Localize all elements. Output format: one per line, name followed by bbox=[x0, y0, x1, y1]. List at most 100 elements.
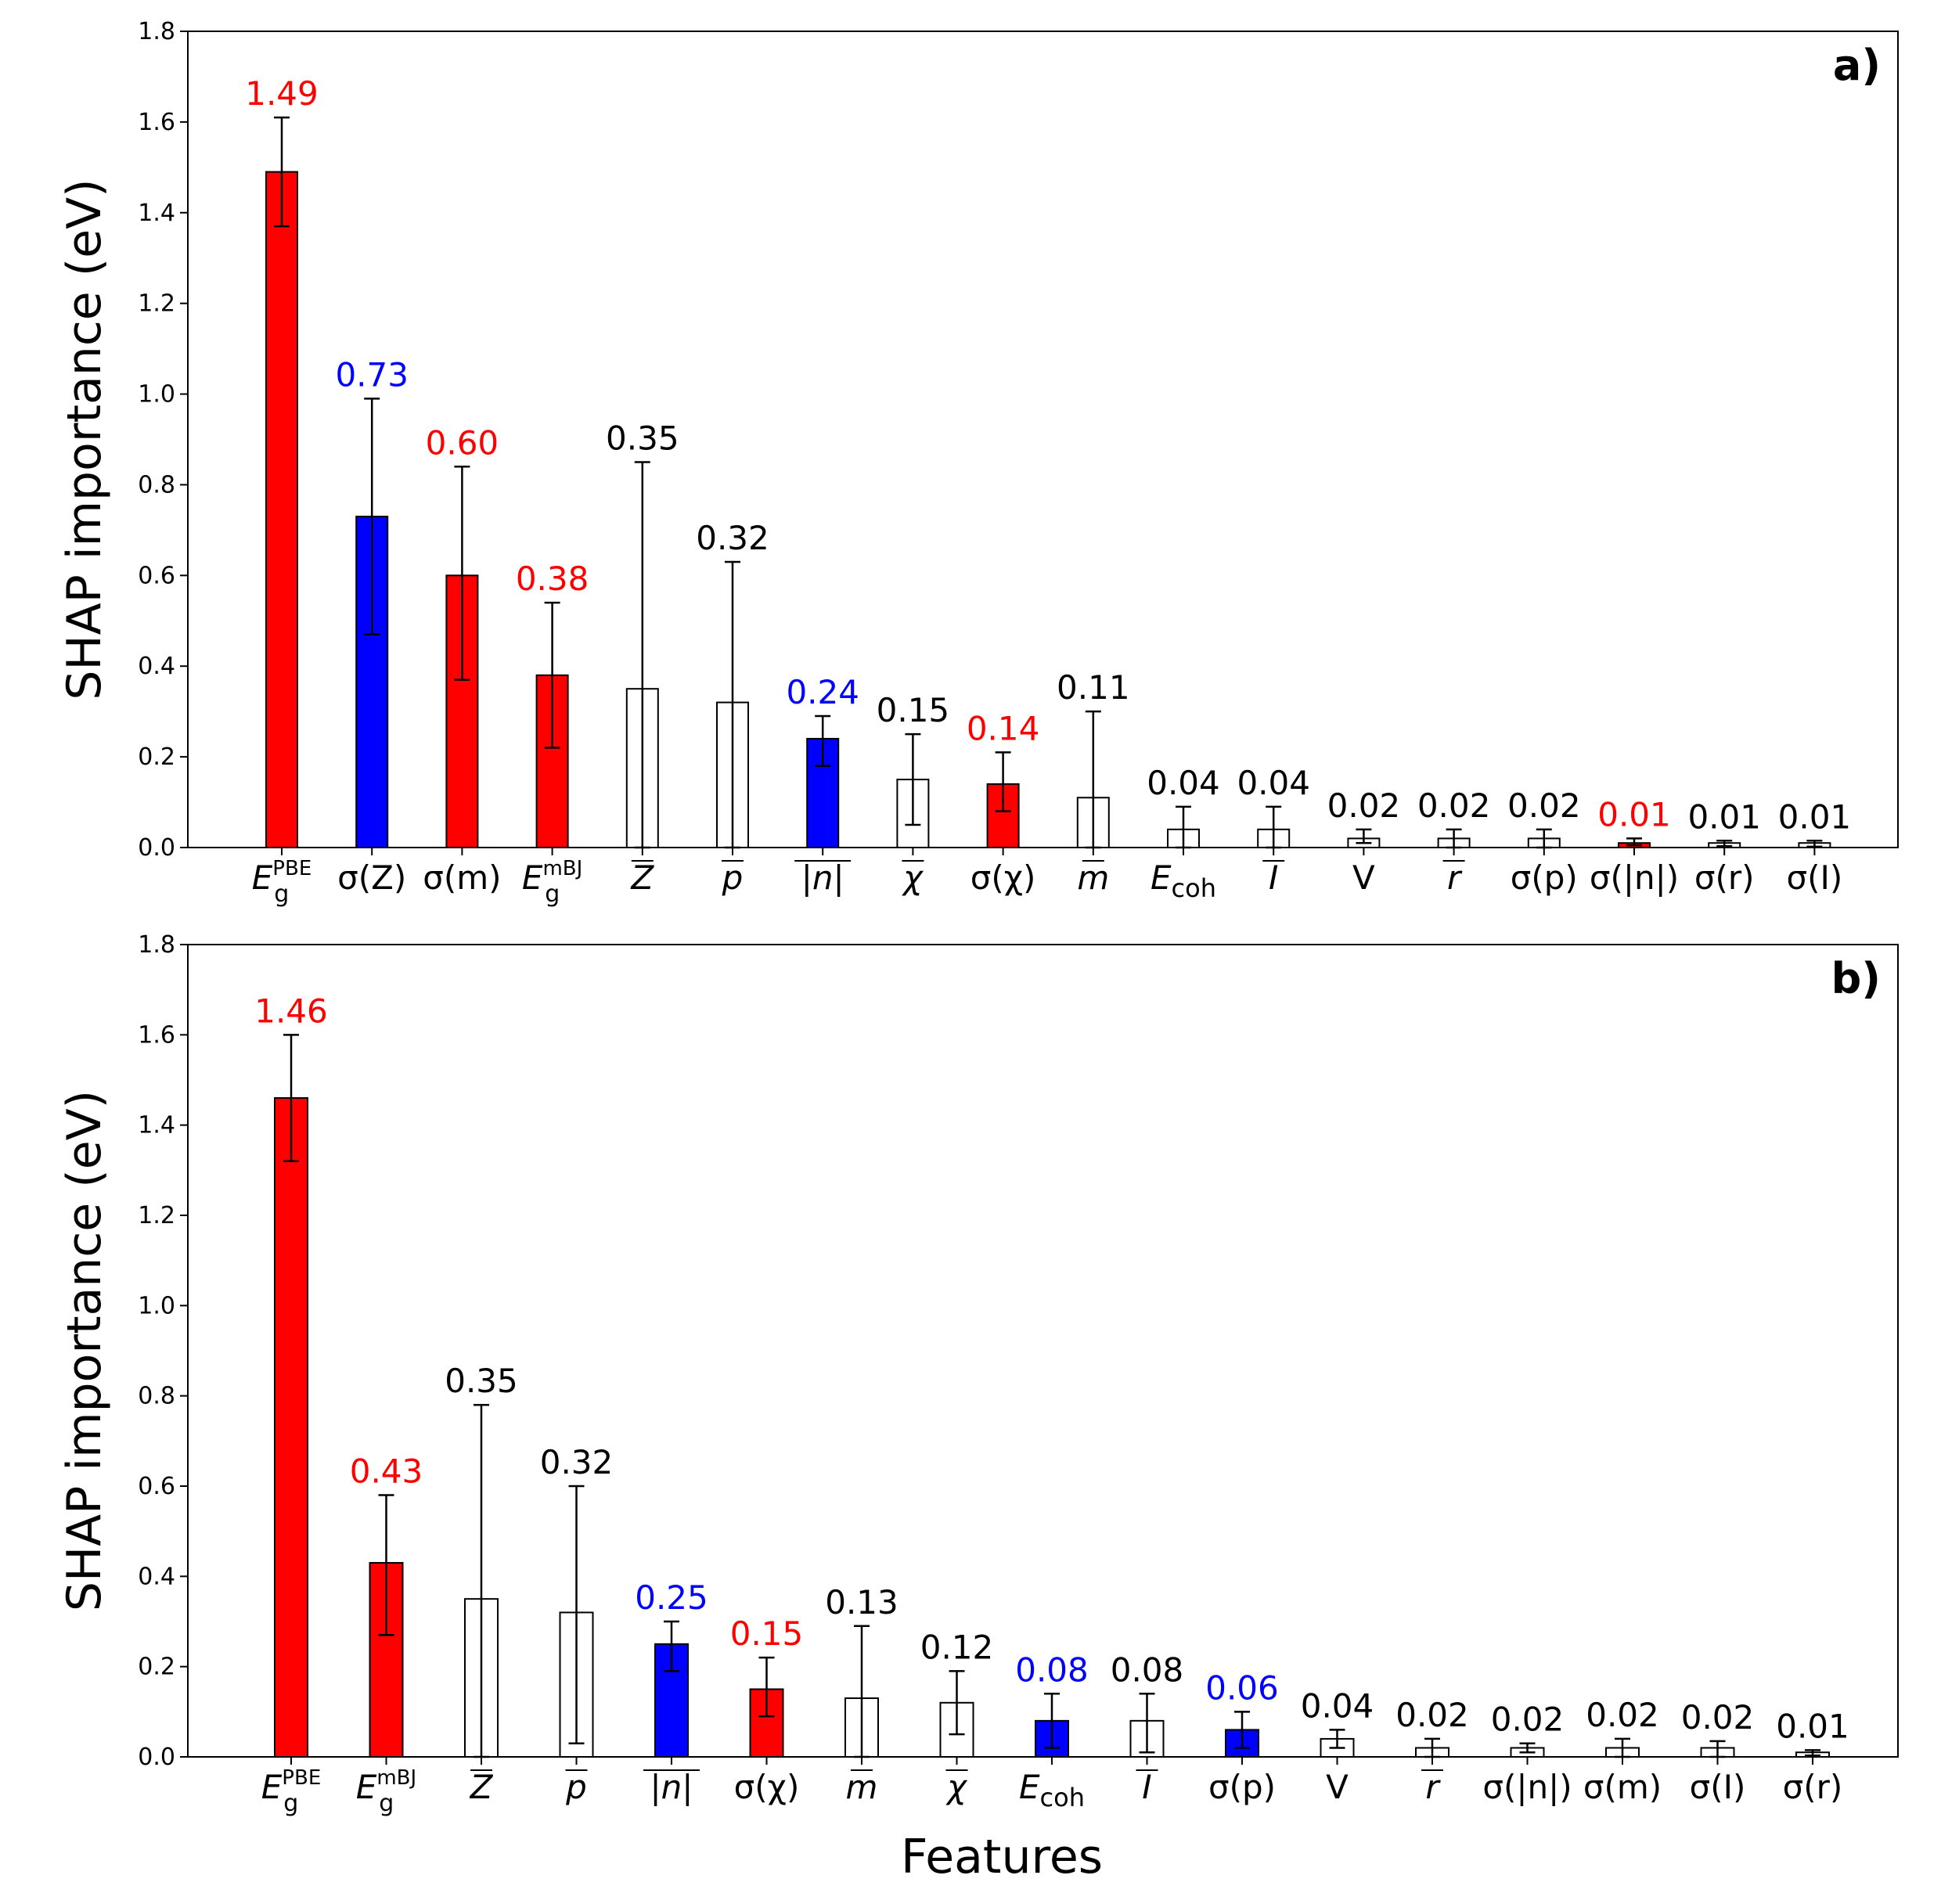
category-label: σ(m) bbox=[1583, 1768, 1662, 1806]
value-label: 0.35 bbox=[445, 1362, 518, 1400]
value-label: 0.32 bbox=[696, 519, 769, 557]
value-label: 0.32 bbox=[540, 1443, 614, 1481]
y-tick-label: 0.0 bbox=[138, 1744, 175, 1771]
value-label: 0.06 bbox=[1205, 1668, 1279, 1707]
value-label: 0.02 bbox=[1586, 1696, 1659, 1734]
value-label: 0.11 bbox=[1057, 668, 1130, 707]
value-label: 0.15 bbox=[877, 691, 950, 729]
value-label: 0.02 bbox=[1395, 1696, 1469, 1734]
value-label: 0.01 bbox=[1778, 797, 1852, 836]
value-label: 0.12 bbox=[920, 1628, 994, 1666]
value-label: 1.49 bbox=[245, 74, 319, 113]
category-label: p bbox=[565, 1768, 587, 1806]
y-tick-label: 1.8 bbox=[138, 931, 175, 959]
category-label: r bbox=[1447, 858, 1463, 897]
y-tick-label: 0.2 bbox=[138, 1654, 175, 1681]
value-label: 0.02 bbox=[1417, 786, 1491, 825]
y-tick-label: 1.0 bbox=[138, 1292, 175, 1319]
value-label: 0.02 bbox=[1491, 1701, 1565, 1739]
category-label: σ(p) bbox=[1208, 1768, 1276, 1806]
category-label: EPBE g bbox=[261, 1766, 322, 1817]
category-label: σ(r) bbox=[1694, 858, 1755, 897]
value-label: 0.04 bbox=[1147, 764, 1220, 802]
value-label: 0.38 bbox=[516, 560, 589, 598]
category-label: r bbox=[1425, 1768, 1441, 1806]
category-label: Ecoh bbox=[1151, 858, 1216, 903]
y-tick-label: 0.6 bbox=[138, 562, 175, 589]
category-label: I bbox=[1142, 1768, 1151, 1806]
category-label: V bbox=[1326, 1768, 1349, 1806]
value-label: 0.15 bbox=[730, 1614, 804, 1653]
category-label: EmBJ g bbox=[356, 1766, 416, 1817]
panel-label: b) bbox=[1831, 954, 1881, 1003]
value-label: 0.24 bbox=[786, 673, 859, 711]
category-label: χ bbox=[945, 1768, 968, 1806]
y-tick-label: 1.4 bbox=[138, 200, 175, 227]
category-label: |n| bbox=[650, 1768, 693, 1806]
category-label: σ(Z) bbox=[337, 858, 406, 897]
panel-b-chart: 0.0 0.2 0.4 0.6 0.8 1.0 1.2 1.4 1.6 1.8 SHAP impor… bbox=[57, 931, 1899, 1817]
y-tick-label: 1.0 bbox=[138, 381, 175, 409]
x-axis-title: Features bbox=[901, 1830, 1103, 1884]
panel-label: a) bbox=[1833, 41, 1881, 90]
y-tick-label: 0.0 bbox=[138, 834, 175, 862]
category-label: σ(χ) bbox=[971, 858, 1036, 897]
y-tick-label: 0.8 bbox=[138, 471, 175, 498]
value-label: 0.14 bbox=[967, 709, 1040, 747]
y-tick-label: 0.8 bbox=[138, 1383, 175, 1410]
value-label: 0.25 bbox=[635, 1578, 708, 1617]
category-label: Z bbox=[630, 858, 654, 897]
category-label: Ecoh bbox=[1019, 1768, 1085, 1812]
value-label: 0.04 bbox=[1237, 764, 1310, 802]
category-label: σ(r) bbox=[1783, 1768, 1843, 1806]
category-label: σ(|n|) bbox=[1482, 1768, 1572, 1806]
value-label: 1.46 bbox=[254, 992, 328, 1030]
y-axis-title: SHAP importance (eV) bbox=[57, 1090, 112, 1611]
panel-a-chart: 0.0 0.2 0.4 0.6 0.8 1.0 1.2 1.4 1.6 1.8 SHAP impor… bbox=[57, 18, 1899, 908]
category-label: m bbox=[846, 1768, 878, 1806]
bar bbox=[265, 171, 298, 848]
category-label: m bbox=[1077, 858, 1109, 897]
y-axis-title: SHAP importance (eV) bbox=[57, 178, 112, 700]
y-tick-label: 0.6 bbox=[138, 1473, 175, 1500]
y-tick-label: 1.2 bbox=[138, 1202, 175, 1229]
value-label: 0.43 bbox=[350, 1452, 423, 1491]
y-tick-label: 1.6 bbox=[138, 1021, 175, 1049]
category-label: EPBE g bbox=[252, 857, 312, 908]
category-label: σ(I) bbox=[1690, 1768, 1746, 1806]
value-label: 0.02 bbox=[1507, 786, 1581, 825]
plot-frame bbox=[187, 31, 1899, 848]
y-tick-label: 1.6 bbox=[138, 109, 175, 136]
category-label: σ(m) bbox=[423, 858, 501, 897]
category-label: p bbox=[722, 858, 744, 897]
value-label: 0.60 bbox=[426, 423, 499, 462]
value-label: 0.73 bbox=[335, 355, 409, 394]
value-label: 0.01 bbox=[1776, 1707, 1849, 1745]
category-label: χ bbox=[902, 858, 924, 897]
category-label: V bbox=[1352, 858, 1375, 897]
y-tick-label: 1.8 bbox=[138, 18, 175, 45]
value-label: 0.13 bbox=[825, 1583, 898, 1621]
y-tick-label: 0.4 bbox=[138, 1563, 175, 1590]
value-label: 0.04 bbox=[1301, 1686, 1374, 1725]
value-label: 0.01 bbox=[1597, 795, 1671, 833]
category-label: EmBJ g bbox=[522, 857, 582, 908]
category-label: σ(|n|) bbox=[1590, 858, 1679, 897]
value-label: 0.02 bbox=[1327, 786, 1401, 825]
category-label: σ(χ) bbox=[734, 1768, 800, 1806]
value-label: 0.35 bbox=[606, 419, 679, 457]
y-tick-label: 0.4 bbox=[138, 653, 175, 680]
y-tick-label: 1.2 bbox=[138, 290, 175, 318]
y-tick-label: 1.4 bbox=[138, 1112, 175, 1139]
category-label: Z bbox=[470, 1768, 494, 1806]
plot-frame bbox=[187, 944, 1899, 1758]
value-label: 0.08 bbox=[1015, 1650, 1089, 1689]
bar bbox=[274, 1097, 308, 1758]
category-label: I bbox=[1269, 858, 1278, 897]
value-label: 0.01 bbox=[1687, 797, 1761, 836]
category-label: σ(p) bbox=[1511, 858, 1578, 897]
value-label: 0.02 bbox=[1681, 1698, 1755, 1737]
y-tick-label: 0.2 bbox=[138, 743, 175, 771]
value-label: 0.08 bbox=[1111, 1650, 1184, 1689]
